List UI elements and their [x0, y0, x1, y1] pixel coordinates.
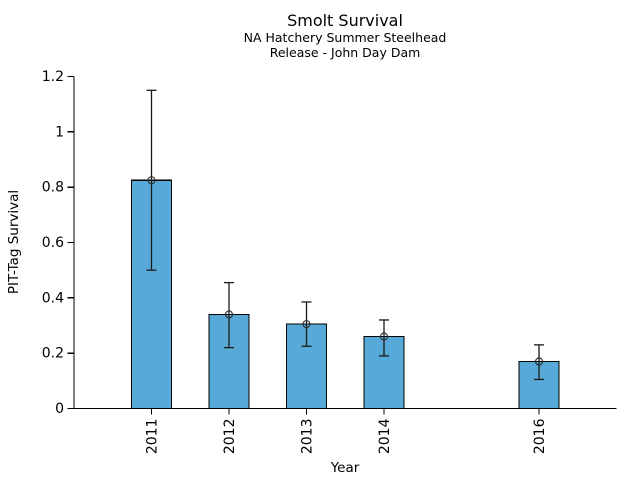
chart-subtitle-line2: Release - John Day Dam: [269, 45, 421, 60]
y-tick-label: 0.8: [42, 180, 64, 196]
marker-2012: [224, 310, 234, 319]
y-tick-label: 0.4: [42, 290, 64, 306]
marker-2013: [302, 320, 311, 329]
chart-title: Smolt Survival: [287, 11, 403, 30]
y-tick-label: 0: [55, 401, 64, 417]
x-tick-label: 2016: [532, 418, 548, 454]
x-tick-label: 2011: [144, 419, 160, 455]
x-tick-label: 2012: [222, 419, 238, 455]
x-tick-label: 2013: [299, 419, 315, 455]
x-tick-label: 2014: [377, 418, 393, 454]
y-tick-label: 0.2: [42, 346, 64, 362]
x-axis-label: Year: [330, 460, 360, 476]
y-tick-label: 1.2: [42, 69, 64, 85]
y-tick-label: 0.6: [42, 235, 64, 251]
marker-2011: [147, 176, 156, 185]
marker-2014: [379, 332, 389, 341]
y-tick-label: 1: [55, 124, 64, 140]
chart-subtitle-line1: NA Hatchery Summer Steelhead: [243, 30, 447, 45]
marker-2016: [534, 357, 544, 366]
